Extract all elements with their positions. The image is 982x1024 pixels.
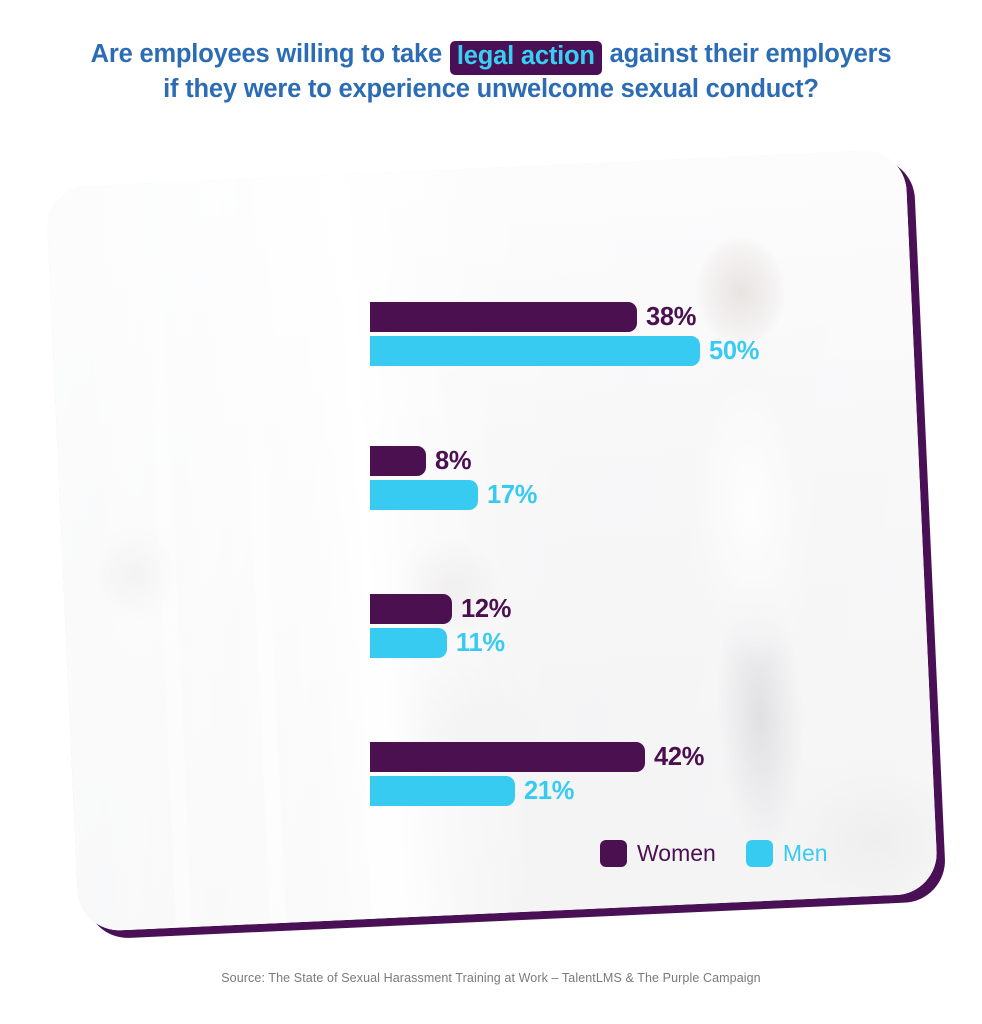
legend-swatch-men-icon — [745, 840, 773, 867]
bar-value-yes-conditional-women: 8% — [435, 446, 472, 475]
bar-value-yes-conditional-men: 17% — [487, 480, 538, 509]
legend-swatch-women-icon — [600, 840, 627, 867]
bar-no-men — [370, 628, 447, 658]
page-title: Are employees willing to take legal acti… — [0, 38, 982, 106]
bar-row-no-women: 12% — [370, 594, 511, 624]
title-text-before: Are employees willing to take — [90, 40, 449, 68]
bar-yes-men — [370, 336, 700, 366]
bar-value-yes-men: 50% — [709, 336, 760, 365]
bar-value-yes-women: 38% — [646, 302, 697, 331]
legend-label-women: Women — [637, 840, 716, 866]
bar-row-unsure-men: 21% — [370, 776, 574, 806]
bar-yes-women — [370, 302, 637, 332]
bar-unsure-women — [370, 742, 645, 772]
bar-value-unsure-men: 21% — [524, 776, 575, 805]
legend-label-men: Men — [782, 840, 828, 866]
bar-value-no-men: 11% — [456, 628, 505, 657]
title-highlight-legal-action: legal action — [449, 41, 602, 75]
bar-value-unsure-women: 42% — [654, 742, 705, 771]
legend-item-men: Men — [745, 840, 828, 867]
bar-value-no-women: 12% — [461, 594, 512, 623]
bar-row-no-men: 11% — [370, 628, 505, 658]
bar-no-women — [370, 594, 452, 624]
bar-yes-conditional-men — [370, 480, 478, 510]
legend-item-women: Women — [600, 840, 716, 867]
title-line-2: if they were to experience unwelcome sex… — [163, 74, 819, 103]
bar-row-yes-women: 38% — [370, 302, 696, 332]
chart-legend: Women Men — [600, 840, 828, 867]
title-text-after: against their employers — [602, 40, 892, 68]
bar-unsure-men — [370, 776, 515, 806]
bar-row-yes-men: 50% — [370, 336, 759, 366]
bar-row-yes-conditional-men: 17% — [370, 480, 537, 510]
bar-row-yes-conditional-women: 8% — [370, 446, 472, 476]
title-line-1: Are employees willing to take legal acti… — [0, 38, 982, 75]
source-note: Source: The State of Sexual Harassment T… — [221, 971, 761, 985]
bar-row-unsure-women: 42% — [370, 742, 704, 772]
bar-yes-conditional-women — [370, 446, 426, 476]
